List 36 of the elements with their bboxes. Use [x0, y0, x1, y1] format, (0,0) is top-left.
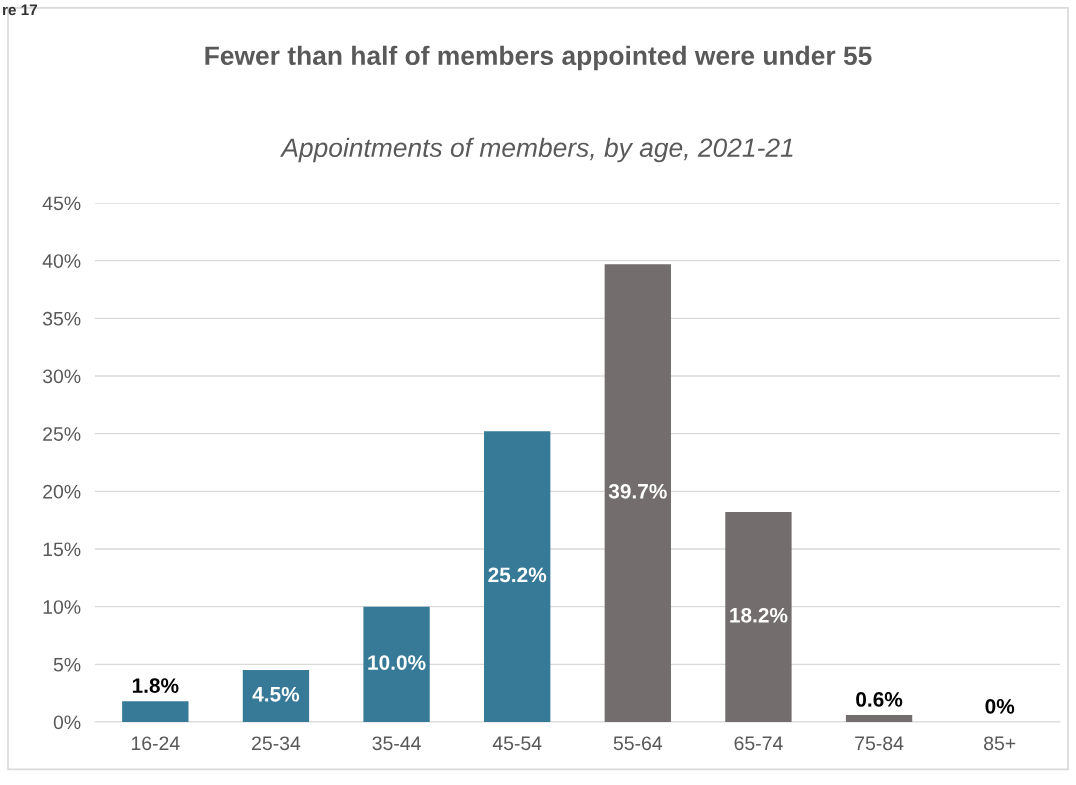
- bar: [363, 606, 430, 722]
- y-tick-label: 0%: [53, 715, 81, 730]
- x-tick-label: 85+: [984, 736, 1016, 751]
- bar: [122, 701, 189, 722]
- data-label: 25.2%: [488, 567, 547, 583]
- x-tick-label: 45-54: [492, 736, 542, 751]
- data-label: 0%: [985, 698, 1015, 714]
- data-label: 10.0%: [368, 655, 426, 670]
- x-tick-label: 25-34: [252, 736, 301, 751]
- y-tick-label: 25%: [43, 427, 81, 441]
- y-tick-label: 35%: [42, 311, 81, 326]
- data-label: 18.2%: [730, 607, 788, 623]
- data-label: 0.6%: [856, 692, 903, 707]
- bar: [242, 670, 310, 722]
- x-tick-label: 16-24: [131, 736, 180, 751]
- x-tick-label: 65-74: [734, 736, 783, 751]
- y-tick-label: 30%: [42, 369, 81, 384]
- y-tick-label: 5%: [53, 657, 81, 672]
- bar: [484, 431, 551, 722]
- y-tick-label: 40%: [42, 254, 81, 268]
- chart-subtitle: Appointments of members, by age, 2021-21: [280, 137, 793, 163]
- x-tick-label: 75-84: [855, 736, 904, 751]
- bar: [845, 715, 913, 722]
- chart-title: Fewer than half of members appointed were under 55: [205, 45, 872, 71]
- y-tick-label: 15%: [43, 542, 81, 557]
- bar: [725, 512, 792, 722]
- data-label: 1.8%: [132, 678, 179, 693]
- bar: [604, 264, 671, 722]
- x-tick-label: 35-44: [372, 736, 421, 751]
- data-label: 39.7%: [608, 483, 667, 499]
- text: re 17: [3, 4, 38, 16]
- x-tick-label: 55-64: [613, 736, 663, 751]
- y-tick-label: 45%: [42, 196, 81, 211]
- data-label: 4.5%: [252, 686, 300, 702]
- y-tick-label: 20%: [43, 484, 81, 499]
- y-tick-label: 10%: [43, 600, 81, 614]
